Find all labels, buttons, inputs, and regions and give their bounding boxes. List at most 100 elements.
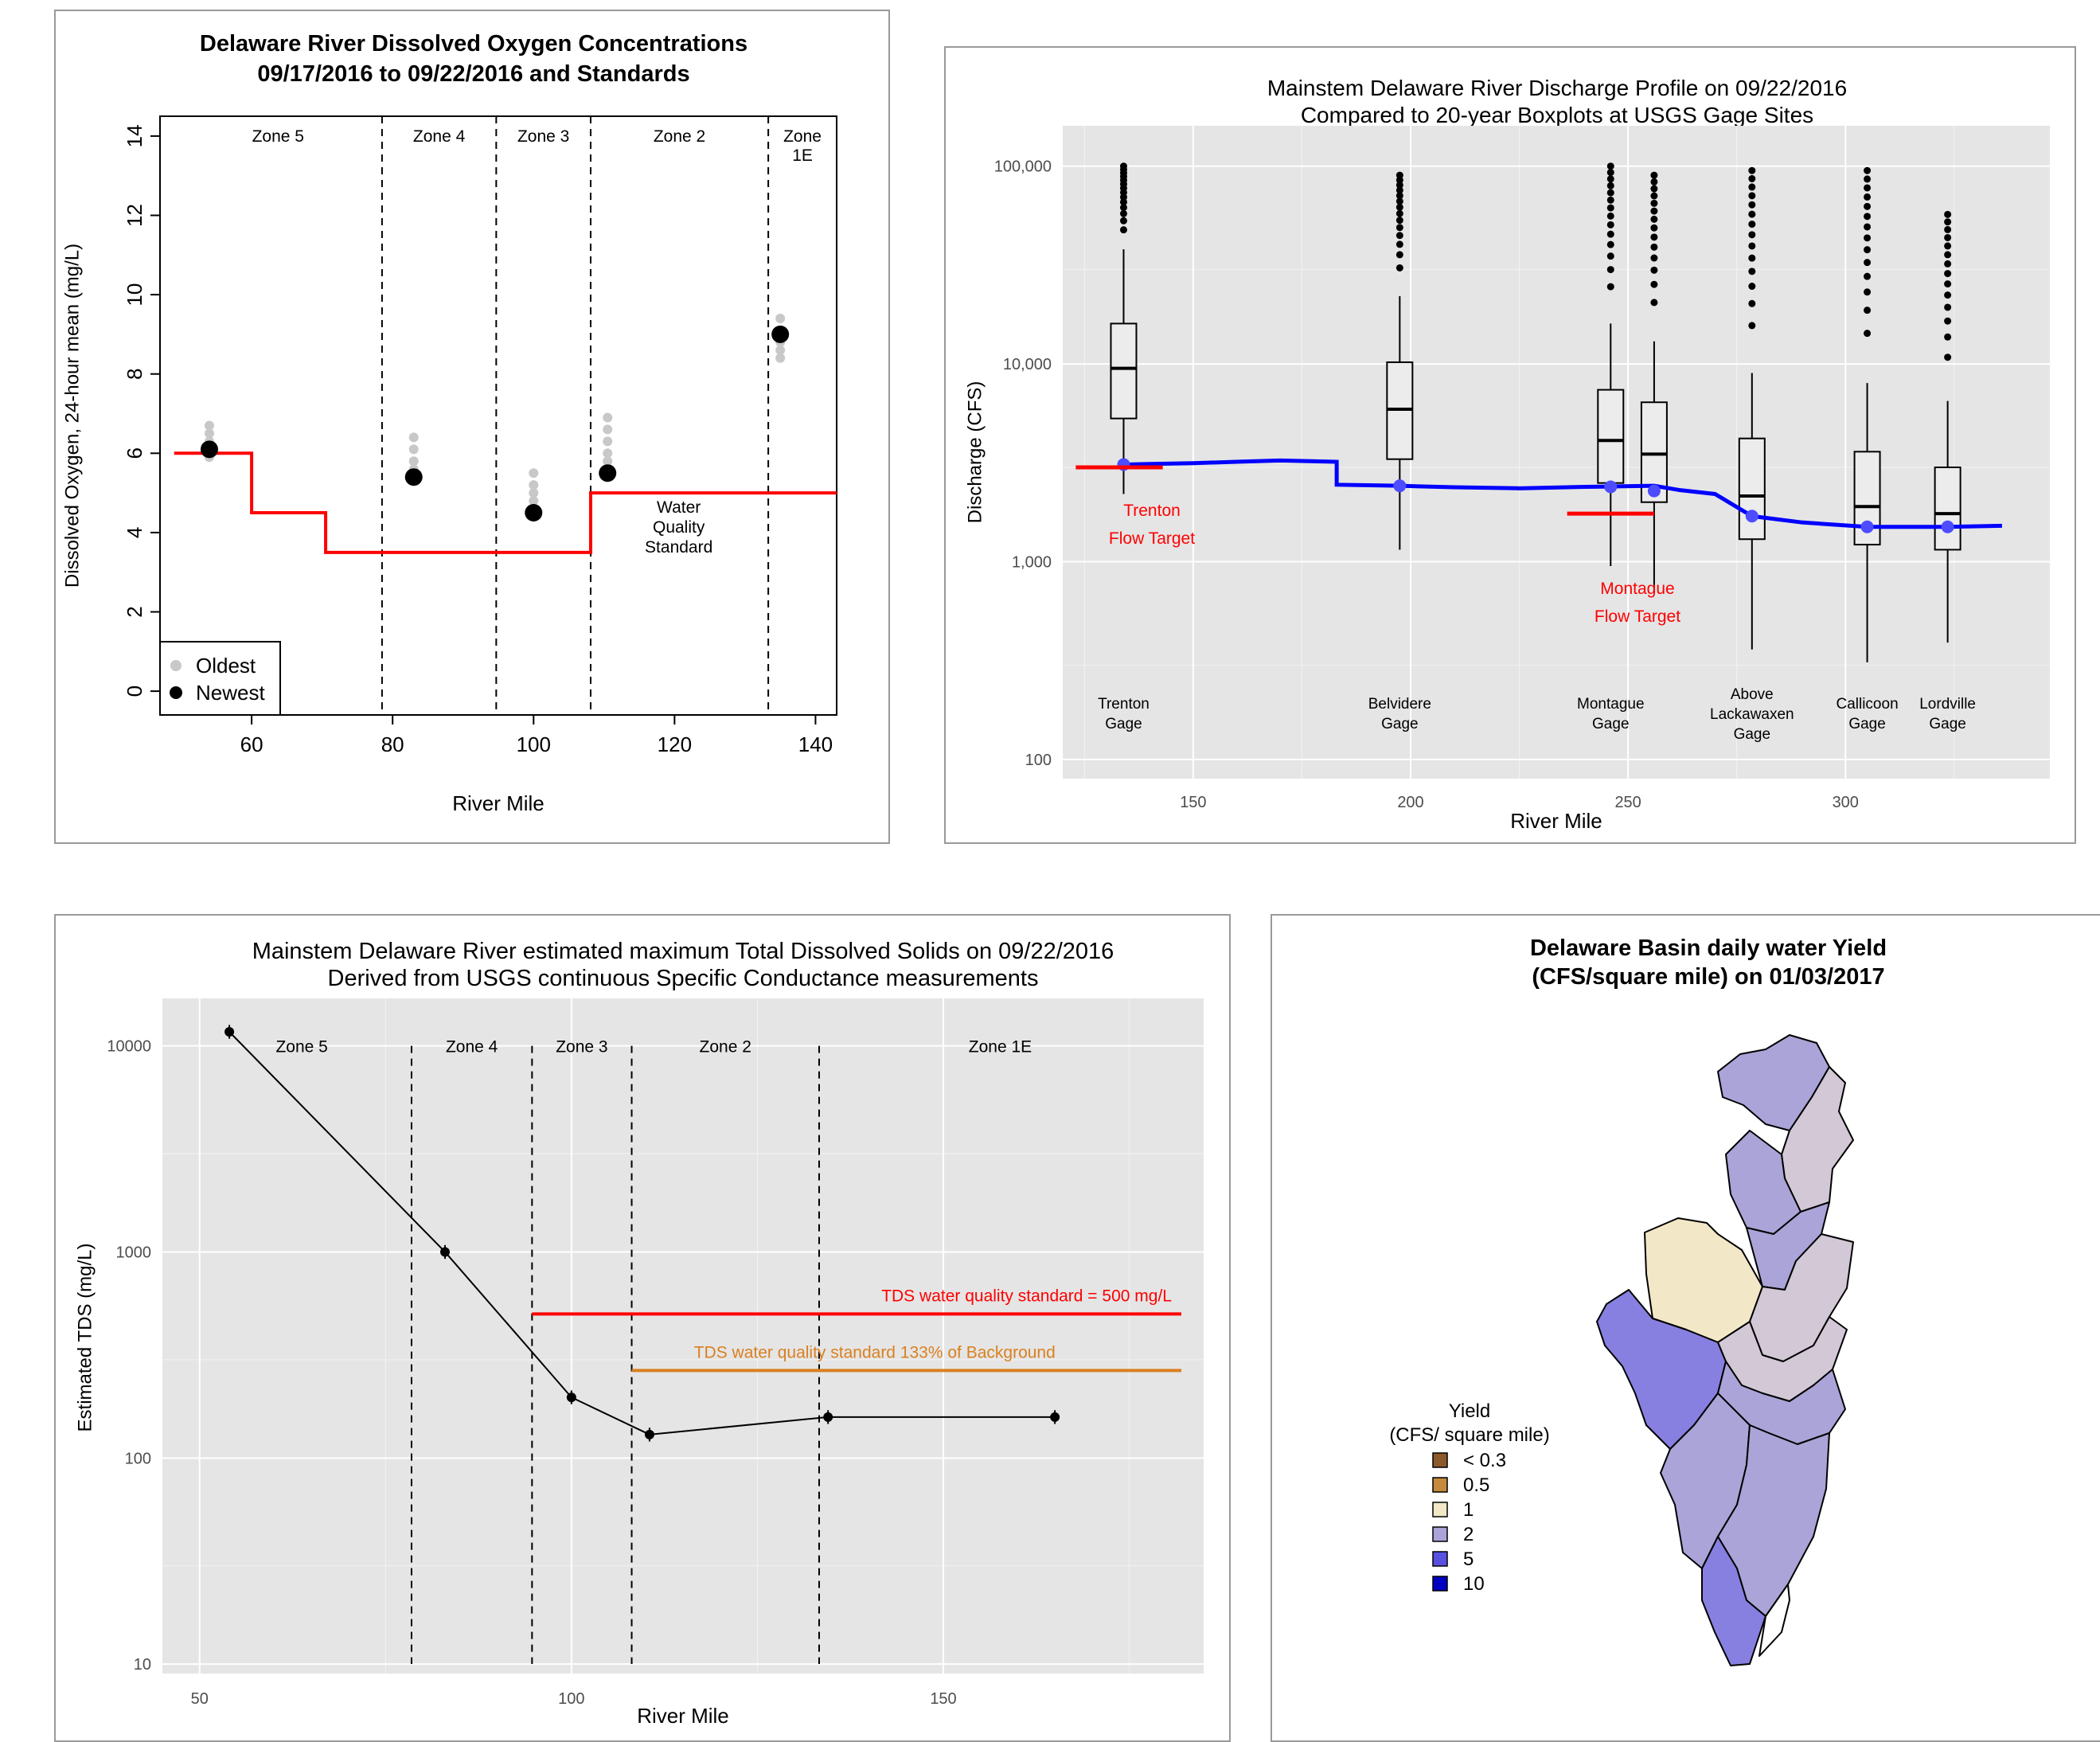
do-chart: Delaware River Dissolved Oxygen Concentr… (61, 31, 837, 815)
newest-point (599, 464, 617, 482)
oldest-point (529, 488, 539, 498)
box-iqr (1110, 322, 1138, 420)
outlier-point (1606, 162, 1614, 170)
zone-label: Zone 3 (556, 1038, 607, 1057)
outlier-point (1864, 288, 1872, 296)
discharge-profile-line (1123, 458, 2002, 529)
gage-label: Above (1731, 686, 1774, 703)
gage-label: Lackawaxen (1710, 706, 1794, 723)
outlier-point (1119, 209, 1127, 217)
zone-label: 1E (792, 146, 813, 165)
outlier-point (1650, 299, 1658, 307)
zone-label: Zone 2 (654, 127, 705, 146)
outlier-point (1650, 254, 1658, 262)
zone-label: Zone 5 (275, 1038, 327, 1057)
tds-standard-label: TDS water quality standard 133% of Backg… (694, 1343, 1056, 1361)
y-tick-label: 100,000 (994, 158, 1052, 176)
outlier-point (1748, 210, 1756, 218)
standard-label: Quality (653, 518, 705, 537)
zone-label: Zone (783, 127, 822, 146)
outlier-point (1606, 196, 1614, 204)
outlier-point (1944, 218, 1952, 226)
x-tick-label: 100 (558, 1690, 584, 1708)
x-tick-label: 150 (930, 1690, 956, 1708)
discharge-chart: Mainstem Delaware River Discharge Profil… (964, 76, 2050, 833)
tds-standard-label: TDS water quality standard = 500 mg/L (881, 1287, 1172, 1305)
outlier-point (1748, 242, 1756, 250)
outlier-point (1606, 221, 1614, 228)
flow-target-label: Trenton (1123, 502, 1181, 520)
outlier-point (1944, 242, 1952, 250)
plot-frame (159, 115, 837, 716)
outlier-point (1606, 182, 1614, 189)
legend-label: 5 (1463, 1549, 1474, 1570)
chart-title: Mainstem Delaware River estimated maximu… (252, 939, 1114, 964)
tds-point (644, 1429, 654, 1439)
outlier-point (1650, 280, 1658, 288)
newest-point (200, 440, 218, 459)
legend-swatch (1432, 1452, 1448, 1468)
tds-chart-panel: Mainstem Delaware River estimated maximu… (54, 914, 1231, 1742)
legend-oldest-marker (170, 660, 182, 671)
outlier-point (1864, 330, 1872, 338)
flow-target-label: Flow Target (1595, 607, 1680, 626)
oldest-point (603, 424, 613, 435)
outlier-point (1864, 175, 1872, 183)
legend-label: 1 (1463, 1499, 1474, 1521)
y-tick-label: 10 (123, 283, 146, 307)
outlier-point (1606, 169, 1614, 177)
x-tick-label: 120 (658, 732, 692, 756)
outlier-point (1748, 299, 1756, 307)
outlier-point (1944, 291, 1952, 299)
subbasin-white (1758, 1584, 1790, 1657)
zone-label: Zone 3 (517, 127, 569, 146)
oldest-point (775, 345, 786, 355)
chart-title: Compared to 20-year Boxplots at USGS Gag… (1301, 103, 1813, 127)
legend-label: 10 (1463, 1573, 1485, 1595)
do-chart-panel: Delaware River Dissolved Oxygen Concentr… (54, 10, 890, 844)
legend-label: Oldest (196, 654, 256, 678)
outlier-point (1864, 184, 1872, 192)
legend-box (159, 641, 281, 716)
newest-point (771, 325, 790, 343)
outlier-point (1748, 268, 1756, 275)
gage-discharge-marker (1941, 520, 1954, 533)
outlier-point (1944, 270, 1952, 278)
oldest-point (603, 436, 613, 447)
outlier-point (1119, 162, 1127, 170)
outlier-point (1395, 181, 1403, 189)
outlier-point (1748, 192, 1756, 200)
outlier-point (1606, 230, 1614, 238)
outlier-point (1748, 283, 1756, 291)
outlier-point (1748, 221, 1756, 228)
gage-discharge-marker (1860, 520, 1874, 533)
y-tick-label: 1,000 (1012, 554, 1052, 572)
chart-title: 09/17/2016 to 09/22/2016 and Standards (257, 61, 689, 87)
legend-title: Yield (1449, 1400, 1490, 1422)
standard-label: Standard (645, 538, 712, 557)
gage-discharge-marker (1393, 479, 1407, 493)
y-tick-label: 10,000 (1003, 356, 1052, 373)
oldest-point (408, 444, 419, 455)
outlier-point (1119, 204, 1127, 212)
outlier-point (1864, 272, 1872, 280)
zone-label: Zone 2 (700, 1038, 751, 1057)
outlier-point (1944, 280, 1952, 288)
outlier-point (1395, 171, 1403, 179)
outlier-point (1395, 224, 1403, 232)
legend-title: (CFS/ square mile) (1389, 1424, 1549, 1446)
gage-label: Montague (1577, 696, 1645, 713)
outlier-point (1606, 175, 1614, 183)
tds-point (224, 1026, 235, 1037)
outlier-point (1395, 192, 1403, 200)
outlier-point (1944, 353, 1952, 361)
outlier-point (1650, 224, 1658, 232)
chart-title: Derived from USGS continuous Specific Co… (328, 966, 1039, 991)
legend-swatch (1432, 1477, 1448, 1493)
outlier-point (1395, 197, 1403, 205)
zone-label: Zone 1E (969, 1038, 1032, 1057)
oldest-point (529, 468, 539, 478)
outlier-point (1944, 303, 1952, 311)
outlier-point (1944, 251, 1952, 259)
outlier-point (1864, 259, 1872, 267)
